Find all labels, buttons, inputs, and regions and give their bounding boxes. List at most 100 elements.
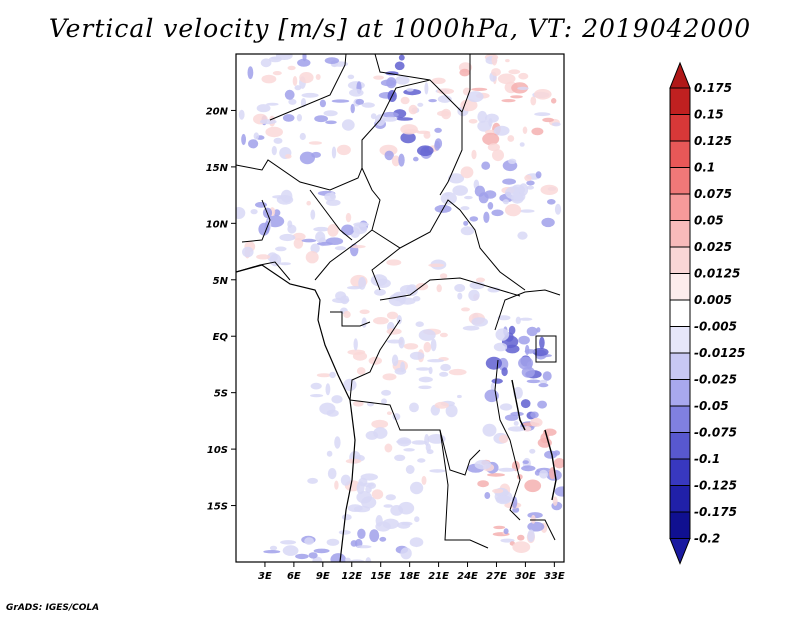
field-cell	[524, 349, 536, 354]
colorbar-bin	[669, 220, 691, 248]
colorbar-label: 0.0125	[694, 267, 740, 281]
field-cell	[271, 145, 277, 156]
field-cell	[330, 553, 346, 562]
field-cell	[518, 72, 529, 80]
field-cell	[373, 75, 384, 80]
field-cell	[539, 379, 548, 385]
field-cell	[434, 401, 449, 409]
field-cell	[336, 144, 351, 156]
field-cell	[484, 113, 499, 123]
field-cell	[491, 378, 503, 384]
field-cell	[495, 495, 512, 505]
field-cell	[409, 537, 424, 548]
field-cell	[299, 132, 306, 141]
field-cell	[417, 145, 434, 156]
field-cell	[384, 443, 393, 453]
field-cell	[275, 246, 287, 252]
field-cell	[327, 224, 339, 237]
field-cell	[534, 470, 541, 476]
field-cell	[477, 120, 492, 132]
field-cell	[508, 158, 517, 164]
colorbar-bin	[669, 326, 691, 354]
field-cell	[417, 458, 426, 463]
field-cell	[416, 367, 431, 371]
field-cell	[498, 434, 509, 444]
field-cell	[487, 473, 505, 477]
field-cell	[305, 251, 319, 264]
lat-tick-label: 5S	[214, 389, 228, 400]
field-cell	[341, 224, 355, 236]
colorbar-label: -0.1	[694, 452, 720, 466]
field-cell	[284, 89, 295, 100]
field-cell	[493, 342, 508, 352]
field-cell	[513, 421, 519, 426]
colorbar-label: -0.075	[694, 426, 737, 440]
colorbar-bin	[669, 511, 691, 539]
field-cell	[540, 184, 559, 195]
field-cell	[326, 450, 333, 457]
colorbar: 0.175 0.15 0.125 0.1 0.075 0.05 0.025 0.0125 0.0…	[669, 61, 745, 565]
lon-tick-label: 3E	[258, 571, 272, 582]
field-cell	[491, 209, 504, 217]
grads-credit: GrADS: IGES/COLA	[6, 603, 100, 613]
field-cell	[326, 538, 340, 546]
field-cell	[325, 383, 331, 396]
field-cell	[493, 525, 506, 530]
field-cell	[411, 440, 428, 445]
field-cell	[340, 295, 350, 305]
field-cell	[248, 139, 259, 149]
map-plot: 20N 15N 10N 5N EQ 5S 10S 15S 3E 6E 9E 12E 15E 18E 21E…	[206, 53, 745, 582]
colorbar-top-arrow	[669, 61, 691, 89]
lon-tick-label: 30E	[515, 571, 536, 582]
field-cell	[530, 514, 536, 524]
colorbar-label: 0.175	[694, 81, 732, 95]
field-cell	[397, 437, 412, 447]
field-cell	[553, 458, 564, 469]
colorbar-bin	[669, 379, 691, 407]
field-cell	[306, 200, 312, 206]
field-cell	[308, 141, 322, 145]
lat-tick-label: 10S	[207, 445, 228, 456]
field-cell	[410, 481, 424, 495]
field-cell	[439, 371, 449, 377]
field-cell	[324, 57, 340, 64]
field-cell	[434, 127, 442, 133]
field-cell	[394, 367, 407, 375]
field-cell	[492, 488, 504, 494]
field-cell	[386, 259, 402, 266]
field-cell	[358, 276, 366, 290]
field-cell	[315, 231, 326, 243]
colorbar-bin	[669, 458, 691, 486]
field-cell	[529, 448, 536, 454]
field-cell	[301, 238, 317, 243]
field-cell	[299, 151, 315, 165]
field-cell	[361, 102, 375, 108]
field-cell	[296, 114, 302, 122]
field-cell	[375, 278, 391, 288]
field-cell	[427, 359, 444, 363]
field-cell	[526, 180, 535, 186]
field-cell	[519, 142, 525, 147]
field-cell	[502, 178, 516, 185]
field-cell	[369, 529, 380, 543]
field-cell	[331, 395, 343, 404]
field-cell	[491, 68, 501, 77]
field-cell	[398, 54, 405, 61]
country-borders	[235, 53, 561, 563]
field-cell	[383, 504, 393, 508]
lon-tick-label: 6E	[287, 571, 301, 582]
field-cell	[398, 501, 415, 515]
field-cell	[253, 132, 259, 140]
field-cell	[471, 149, 477, 160]
lon-tick-label: 9E	[316, 571, 330, 582]
field-cell	[353, 400, 364, 407]
field-cell	[394, 454, 406, 461]
field-cell	[428, 366, 433, 375]
field-cell	[519, 317, 533, 321]
field-cell	[495, 328, 510, 341]
lake-outline	[535, 335, 557, 363]
lon-tick-label: 24E	[457, 571, 478, 582]
field-cell	[356, 367, 366, 375]
country-border	[461, 54, 471, 113]
field-cell	[518, 183, 529, 196]
